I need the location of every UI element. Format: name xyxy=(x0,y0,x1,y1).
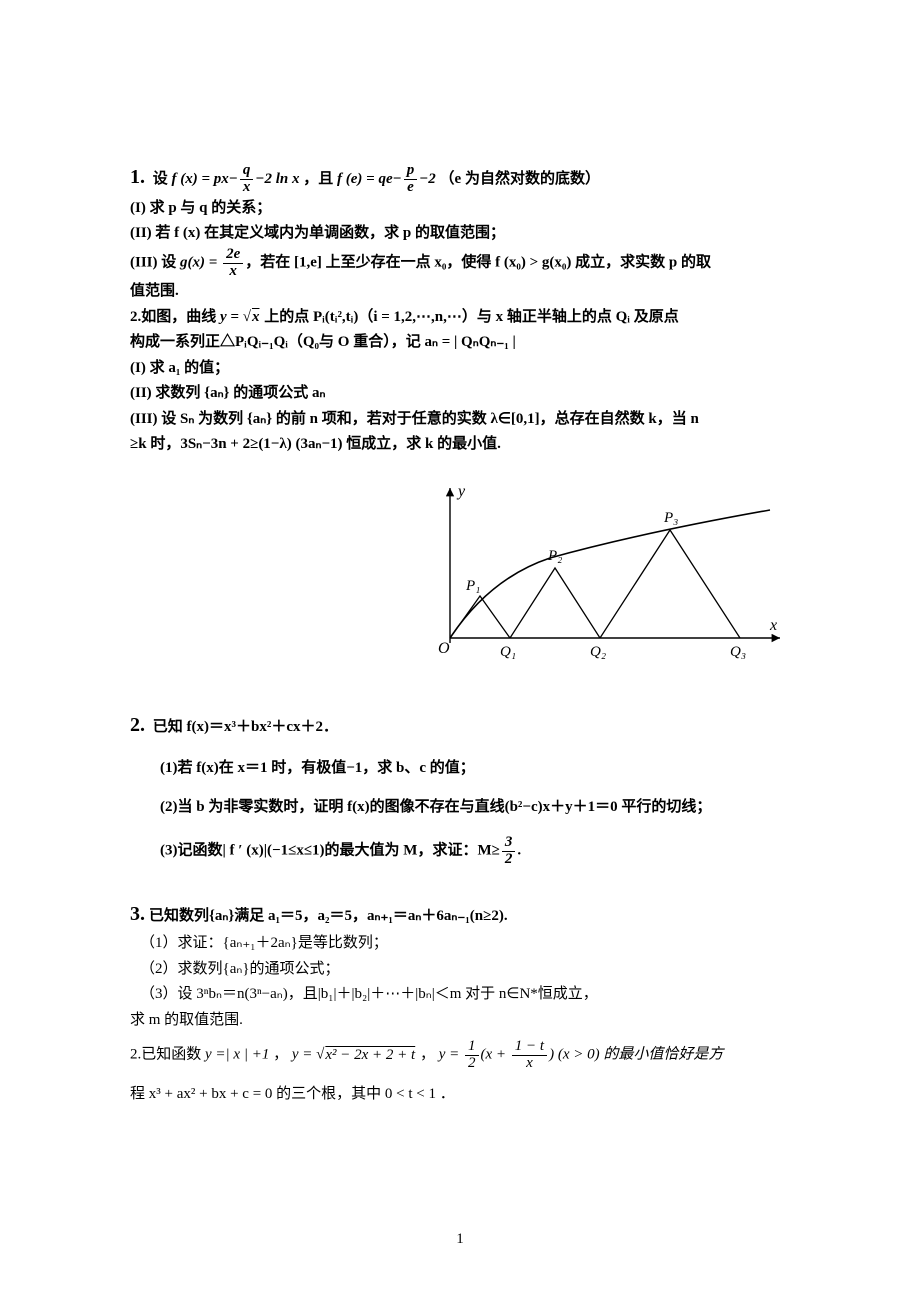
fig-Q1: Q₁ xyxy=(500,644,516,660)
p2a-l2: 构成一系列正△PᵢQᵢ₋₁Qᵢ（Q₀与 O 重合），记 aₙ = | QₙQₙ₋… xyxy=(130,330,790,356)
p2a-l1d: 上的点 Pᵢ(tᵢ²,tᵢ)（i = 1,2,⋯,n,⋯）与 x 轴正半轴上的点… xyxy=(264,309,679,325)
p1-IIId: 值范围. xyxy=(130,279,790,305)
frac-num: 1 xyxy=(465,1039,479,1056)
fig-x: x xyxy=(769,617,777,634)
p1-IIIc: ，若在 [1,e] 上至少存在一点 x₀，使得 f (x₀) > g(x₀) 成… xyxy=(245,255,711,271)
p2b-l1e: ， xyxy=(420,1047,435,1063)
p2b-l1a: 2.已知函数 xyxy=(130,1047,205,1063)
p1-IIIb: g(x) = xyxy=(180,255,221,271)
p2-head-line: 2. 已知 f(x)＝x³＋bx²＋cx＋2． xyxy=(130,708,790,742)
p3-i2: （2）求数列{aₙ}的通项公式； xyxy=(130,957,790,983)
frac-num: 1 − t xyxy=(512,1039,547,1056)
p2b-l1g: (x + xyxy=(481,1047,510,1063)
frac-den: x xyxy=(223,264,243,280)
figure-svg: y x O P₁ P₂ P₃ Q₁ Q₂ Q₃ xyxy=(430,478,790,678)
frac-den: 2 xyxy=(465,1056,479,1072)
p1-l1d: ，且 xyxy=(303,171,337,187)
p1-l1c: −2 ln x xyxy=(255,171,299,187)
frac-den: x xyxy=(240,180,254,196)
p1-IIIa: (III) 设 xyxy=(130,255,180,271)
p1-frac1: qx xyxy=(240,163,254,196)
fig-P3: P₃ xyxy=(663,510,678,526)
fig-Q2: Q₂ xyxy=(590,644,606,660)
p3-lead: 3. xyxy=(130,903,145,925)
p2-head: 已知 f(x)＝x³＋bx²＋cx＋2． xyxy=(153,719,338,735)
p1-frac2: pe xyxy=(404,163,418,196)
p2b-l2-text: 程 x³ + ax² + bx + c = 0 的三个根，其中 0 < t < … xyxy=(130,1086,455,1102)
p2b-l1b: y =| x | +1 xyxy=(205,1047,269,1063)
frac-den: x xyxy=(512,1056,547,1072)
figure-wrap: y x O P₁ P₂ P₃ Q₁ Q₂ Q₃ xyxy=(130,478,790,678)
p1-l1b: f (x) = px− xyxy=(172,171,238,187)
p2b-l2: 程 x³ + ax² + bx + c = 0 的三个根，其中 0 < t < … xyxy=(130,1082,790,1108)
fig-O: O xyxy=(438,640,450,657)
p1-l1e: f (e) = qe− xyxy=(337,171,402,187)
fig-P2: P₂ xyxy=(547,548,562,564)
p2a-II: (II) 求数列 {aₙ} 的通项公式 aₙ xyxy=(130,381,790,407)
p2a-l1a: 2.如图，曲线 xyxy=(130,309,220,325)
p1-l1f: −2 xyxy=(419,171,436,187)
p3-head: 已知数列{aₙ}满足 a₁＝5，a₂＝5，aₙ₊₁＝aₙ＋6aₙ₋₁(n≥2). xyxy=(149,908,508,924)
p2a-l1: 2.如图，曲线 y = √x 上的点 Pᵢ(tᵢ²,tᵢ)（i = 1,2,⋯,… xyxy=(130,305,790,331)
page-number: 1 xyxy=(0,1227,920,1253)
p3-i1: （1）求证：{aₙ₊₁＋2aₙ}是等比数列； xyxy=(130,931,790,957)
p2a-III2: ≥k 时，3Sₙ−3n + 2≥(1−λ) (3aₙ−1) 恒成立，求 k 的最… xyxy=(130,432,790,458)
p1-II: (II) 若 f (x) 在其定义域内为单调函数，求 p 的取值范围； xyxy=(130,221,790,247)
p1-lead: 1. xyxy=(130,166,145,188)
p2-i1: (1)若 f(x)在 x＝1 时，有极值−1，求 b、c 的值； xyxy=(130,756,790,782)
p2b-l1d: y = xyxy=(292,1047,316,1063)
frac-num: p xyxy=(404,163,418,180)
p1-I: (I) 求 p 与 q 的关系； xyxy=(130,196,790,222)
p3-head-line: 3.已知数列{aₙ}满足 a₁＝5，a₂＝5，aₙ₊₁＝aₙ＋6aₙ₋₁(n≥2… xyxy=(130,897,790,931)
p2-i3b: . xyxy=(517,843,521,859)
p2b-sqrt: x² − 2x + 2 + t xyxy=(324,1047,416,1063)
p2-i3: (3)记函数| f ′ (x)|(−1≤x≤1)的最大值为 M，求证：M≥32. xyxy=(130,835,790,868)
p2b-l1c: ， xyxy=(273,1047,288,1063)
fig-y: y xyxy=(456,483,466,500)
p3-i3: （3）设 3ⁿbₙ＝n(3ⁿ−aₙ)，且|b₁|＋|b₂|＋⋯＋|bₙ|＜m 对… xyxy=(130,982,790,1008)
p1-III-line1: (III) 设 g(x) = 2ex，若在 [1,e] 上至少存在一点 x₀，使… xyxy=(130,247,790,280)
p1-frac3: 2ex xyxy=(223,247,243,280)
p2b-l1f: y = xyxy=(439,1047,463,1063)
p2-i3a: (3)记函数| f ′ (x)|(−1≤x≤1)的最大值为 M，求证：M≥ xyxy=(160,843,500,859)
frac-den: e xyxy=(404,180,418,196)
p2a-I: (I) 求 a₁ 的值； xyxy=(130,356,790,382)
fig-Q3: Q₃ xyxy=(730,644,746,660)
frac-num: 2e xyxy=(223,247,243,264)
p2b-l1: 2.已知函数 y =| x | +1 ， y = √x² − 2x + 2 + … xyxy=(130,1039,790,1072)
p1-l1a: 设 xyxy=(153,171,172,187)
p2-frac: 32 xyxy=(502,835,516,868)
p2b-l1h: ) (x > 0) 的最小值恰好是方 xyxy=(549,1047,723,1063)
p2a-l1b: y = xyxy=(220,309,243,325)
p2b-half: 12 xyxy=(465,1039,479,1072)
p2a-III1: (III) 设 Sₙ 为数列 {aₙ} 的前 n 项和，若对于任意的实数 λ∈[… xyxy=(130,407,790,433)
p1-line1: 1. 设 f (x) = px−qx−2 ln x ，且 f (e) = qe−… xyxy=(130,160,790,196)
p2a-sqrt: x xyxy=(251,309,261,325)
frac-num: 3 xyxy=(502,835,516,852)
p2-i2: (2)当 b 为非零实数时，证明 f(x)的图像不存在与直线(b²−c)x＋y＋… xyxy=(130,795,790,821)
p1-l1g: （e 为自然对数的底数） xyxy=(440,171,600,187)
fig-P1: P₁ xyxy=(465,578,480,594)
p2b-fr: 1 − tx xyxy=(512,1039,547,1072)
frac-den: 2 xyxy=(502,852,516,868)
frac-num: q xyxy=(240,163,254,180)
p2-lead: 2. xyxy=(130,714,145,736)
p3-i4: 求 m 的取值范围. xyxy=(130,1008,790,1034)
page: 1. 设 f (x) = px−qx−2 ln x ，且 f (e) = qe−… xyxy=(0,0,920,1302)
